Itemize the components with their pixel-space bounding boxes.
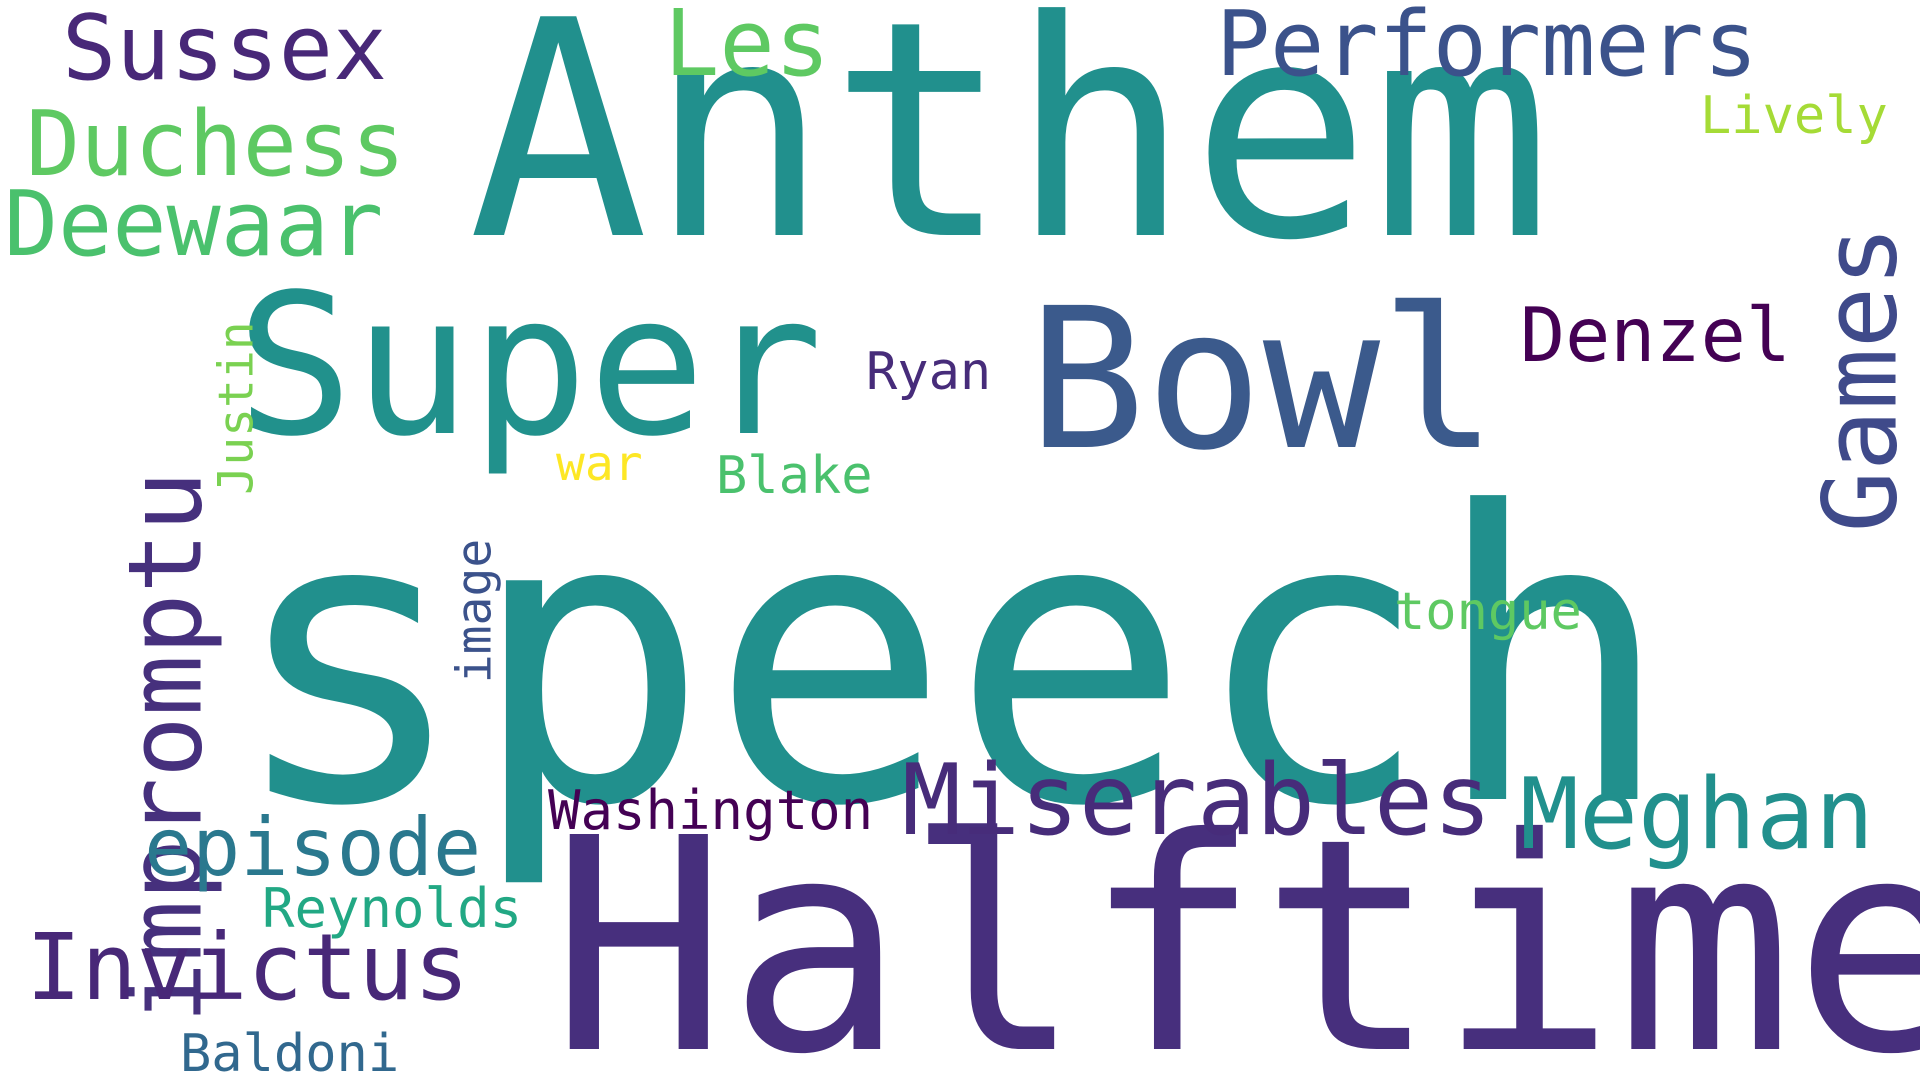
- word-meghan: Meghan: [1520, 758, 1875, 872]
- word-washington: Washington: [548, 779, 874, 842]
- word-baldoni: Baldoni: [180, 1024, 400, 1080]
- word-episode: episode: [144, 801, 482, 894]
- word-miserables: Miserables: [902, 744, 1493, 858]
- word-blake: Blake: [716, 446, 873, 506]
- word-speech: speech: [228, 429, 1673, 894]
- word-anthem: Anthem: [468, 0, 1552, 306]
- word-tongue: tongue: [1394, 582, 1582, 642]
- word-invictus: Invictus: [26, 914, 470, 1021]
- word-games: Games: [1801, 225, 1920, 533]
- word-bowl: Bowl: [1028, 266, 1498, 493]
- word-performers: Performers: [1216, 0, 1758, 97]
- word-lively: Lively: [1700, 86, 1888, 146]
- word-super: Super: [236, 252, 823, 479]
- word-duchess: Duchess: [26, 92, 406, 197]
- word-image: image: [446, 538, 503, 684]
- word-les: Les: [664, 0, 831, 97]
- word-deewaar: Deewaar: [4, 172, 384, 277]
- word-reynolds: Reynolds: [262, 877, 523, 940]
- word-justin: Justin: [208, 321, 265, 495]
- word-sussex: Sussex: [62, 0, 388, 101]
- word-war: war: [556, 436, 643, 492]
- word-ryan: Ryan: [866, 342, 992, 402]
- word-denzel: Denzel: [1520, 291, 1791, 379]
- word-halftime: Halftime: [550, 775, 1920, 1080]
